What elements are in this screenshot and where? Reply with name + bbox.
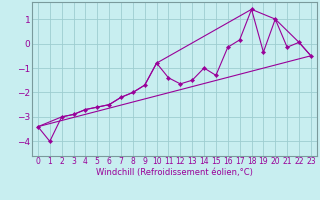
X-axis label: Windchill (Refroidissement éolien,°C): Windchill (Refroidissement éolien,°C) bbox=[96, 168, 253, 177]
